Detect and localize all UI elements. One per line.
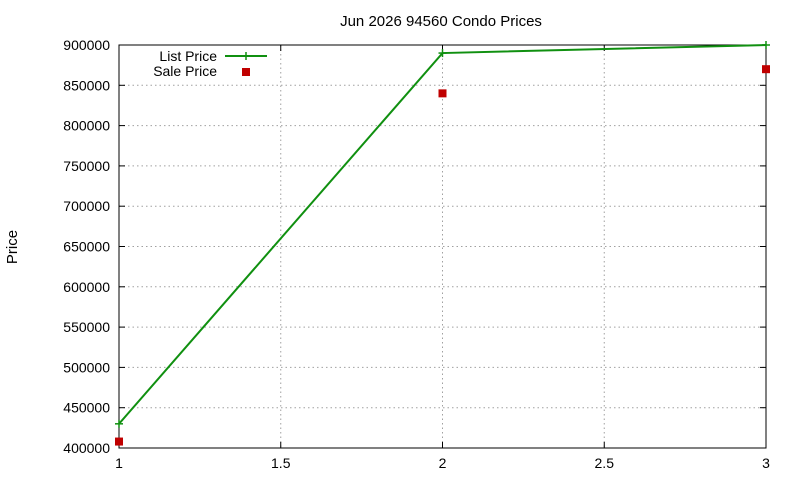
x-tick-label: 3: [762, 455, 770, 471]
y-tick-label: 500000: [63, 359, 110, 375]
legend-label-list-price: List Price: [159, 48, 217, 64]
y-tick-label: 650000: [63, 239, 110, 255]
y-tick-label: 800000: [63, 118, 110, 134]
legend-marker-sale-price: [242, 68, 250, 76]
y-tick-label: 550000: [63, 319, 110, 335]
y-axis-ticks: 400000 450000 500000 550000 600000 650000 7000…: [63, 37, 766, 456]
list-price-point: [438, 49, 447, 58]
sale-price-point: [438, 89, 447, 98]
legend-marker-list-price: [242, 52, 250, 60]
x-axis-ticks: 1 1.5 2 2.5 3: [115, 45, 770, 471]
y-tick-label: 850000: [63, 77, 110, 93]
x-tick-label: 2: [439, 455, 447, 471]
legend-label-sale-price: Sale Price: [153, 63, 217, 79]
y-tick-label: 600000: [63, 279, 110, 295]
grid: [119, 45, 766, 448]
y-tick-label: 700000: [63, 198, 110, 214]
list-price-point: [115, 419, 123, 428]
y-axis-label: Price: [4, 230, 21, 264]
x-tick-label: 1.5: [271, 455, 291, 471]
y-tick-label: 900000: [63, 37, 110, 53]
y-tick-label: 400000: [63, 440, 110, 456]
sale-price-point: [762, 65, 770, 74]
series: [115, 41, 770, 446]
y-tick-label: 750000: [63, 158, 110, 174]
chart-title: Jun 2026 94560 Condo Prices: [340, 13, 542, 30]
sale-price-point: [115, 437, 123, 446]
x-tick-label: 1: [115, 455, 123, 471]
legend: List Price Sale Price: [153, 48, 267, 79]
x-tick-label: 2.5: [595, 455, 615, 471]
list-price-point: [762, 41, 770, 49]
y-tick-label: 450000: [63, 400, 110, 416]
